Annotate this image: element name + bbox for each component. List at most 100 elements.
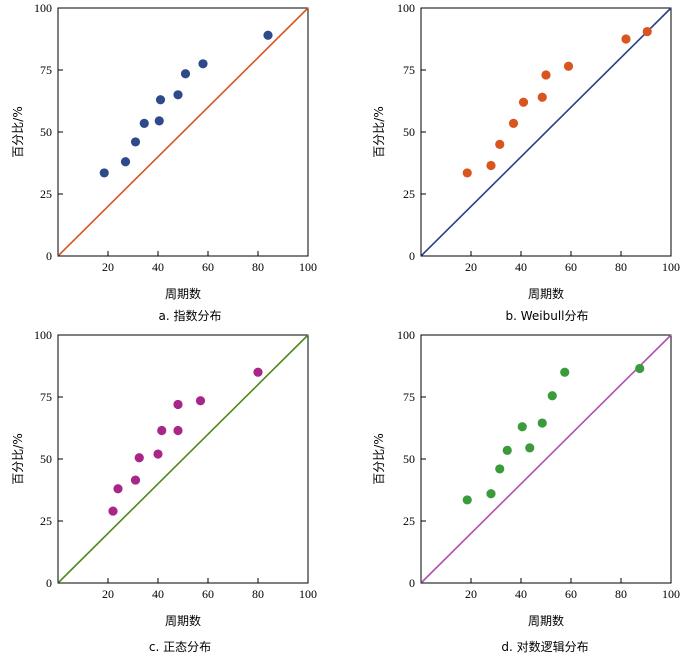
data-point (253, 367, 263, 377)
x-tick-label: 100 (662, 260, 680, 274)
y-tick-label: 50 (403, 125, 415, 139)
data-point (502, 445, 512, 455)
x-tick-label: 60 (202, 587, 214, 601)
y-tick-label: 0 (46, 576, 52, 590)
data-point (525, 443, 535, 453)
data-point (139, 118, 149, 128)
y-tick-label: 25 (403, 514, 415, 528)
data-point (518, 97, 529, 107)
data-point (130, 475, 141, 485)
y-tick-label: 100 (34, 328, 52, 342)
y-tick-label: 50 (40, 125, 52, 139)
x-tick-label: 100 (662, 587, 680, 601)
y-tick-label: 100 (397, 328, 415, 342)
data-point (495, 464, 505, 474)
data-point (508, 118, 519, 128)
data-point (495, 139, 505, 149)
y-tick-label: 100 (34, 1, 52, 15)
data-point (517, 422, 527, 432)
y-tick-label: 75 (403, 63, 415, 77)
x-tick-label: 20 (102, 587, 114, 601)
panel-caption: d. 对数逻辑分布 (501, 639, 588, 654)
x-tick-label: 20 (465, 260, 477, 274)
x-tick-label: 100 (299, 587, 317, 601)
reference-line (57, 7, 309, 257)
data-point (635, 363, 645, 374)
x-axis-title: 周期数 (165, 286, 201, 301)
data-point (486, 489, 496, 499)
x-tick-label: 60 (565, 260, 577, 274)
reference-line (420, 334, 672, 584)
data-point (195, 396, 206, 406)
data-point (198, 59, 208, 69)
x-tick-label: 40 (515, 260, 527, 274)
panel-d: 百分比/% 周期数 d. 对数逻辑分布 20 40 60 80 100 0 25 50 75 10… (372, 328, 680, 654)
y-tick-label: 25 (403, 187, 415, 201)
x-tick-label: 40 (152, 260, 164, 274)
panel-c: 百分比/% 周期数 c. 正态分布 20 40 60 80 100 0 25 50 75 100 (11, 328, 317, 654)
y-tick-label: 75 (40, 390, 52, 404)
x-tick-label: 80 (252, 587, 264, 601)
data-point (134, 453, 144, 463)
x-tick-label: 40 (152, 587, 164, 601)
y-tick-label: 100 (397, 1, 415, 15)
data-point (120, 157, 131, 167)
y-tick-label: 75 (403, 390, 415, 404)
y-axis-title: 百分比/% (372, 433, 386, 484)
data-point (621, 34, 631, 44)
data-point (462, 168, 472, 178)
data-point (173, 90, 183, 100)
y-tick-label: 0 (409, 249, 415, 263)
x-tick-label: 80 (615, 587, 627, 601)
y-tick-label: 25 (40, 187, 52, 201)
data-point (537, 92, 547, 102)
x-axis-title: 周期数 (165, 613, 201, 628)
y-axis-title: 百分比/% (372, 106, 386, 157)
data-point (462, 495, 472, 505)
data-point (180, 69, 191, 79)
panel-caption: c. 正态分布 (149, 640, 211, 654)
data-point (130, 137, 141, 147)
data-point (113, 484, 123, 494)
panel-caption: a. 指数分布 (159, 308, 222, 323)
data-point (154, 116, 164, 126)
y-tick-label: 75 (40, 63, 52, 77)
data-point (157, 425, 167, 436)
data-point (537, 418, 547, 428)
data-point (563, 61, 574, 71)
x-tick-label: 60 (565, 587, 577, 601)
data-point (541, 70, 551, 80)
panel-b: 百分比/% 周期数 b. Weibull分布 20 40 60 80 100 0 25 50 7… (372, 1, 680, 323)
x-axis-title: 周期数 (528, 613, 564, 628)
y-axis-title: 百分比/% (11, 106, 25, 157)
data-point (486, 160, 496, 171)
y-tick-label: 25 (40, 514, 52, 528)
panel-a: 百分比/% 周期数 a. 指数分布 20 40 60 80 100 0 25 50 75 100 (11, 1, 317, 323)
y-tick-label: 0 (409, 576, 415, 590)
x-tick-label: 60 (202, 260, 214, 274)
data-point (560, 367, 570, 377)
x-tick-label: 20 (102, 260, 114, 274)
data-point (173, 399, 183, 410)
data-point (99, 168, 109, 178)
reference-line (420, 7, 672, 257)
y-tick-label: 0 (46, 249, 52, 263)
data-point (108, 506, 118, 516)
data-point (642, 26, 652, 37)
data-point (263, 30, 273, 40)
x-axis-title: 周期数 (528, 286, 564, 301)
data-point (547, 391, 557, 401)
data-point (173, 425, 183, 436)
y-axis-title: 百分比/% (11, 433, 25, 484)
panel-caption: b. Weibull分布 (505, 309, 588, 323)
x-tick-label: 40 (515, 587, 527, 601)
x-tick-label: 20 (465, 587, 477, 601)
x-tick-label: 80 (615, 260, 627, 274)
data-point (155, 95, 166, 105)
y-tick-label: 50 (40, 452, 52, 466)
reference-line (57, 334, 309, 584)
y-tick-label: 50 (403, 452, 415, 466)
x-tick-label: 80 (252, 260, 264, 274)
data-point (153, 449, 163, 459)
